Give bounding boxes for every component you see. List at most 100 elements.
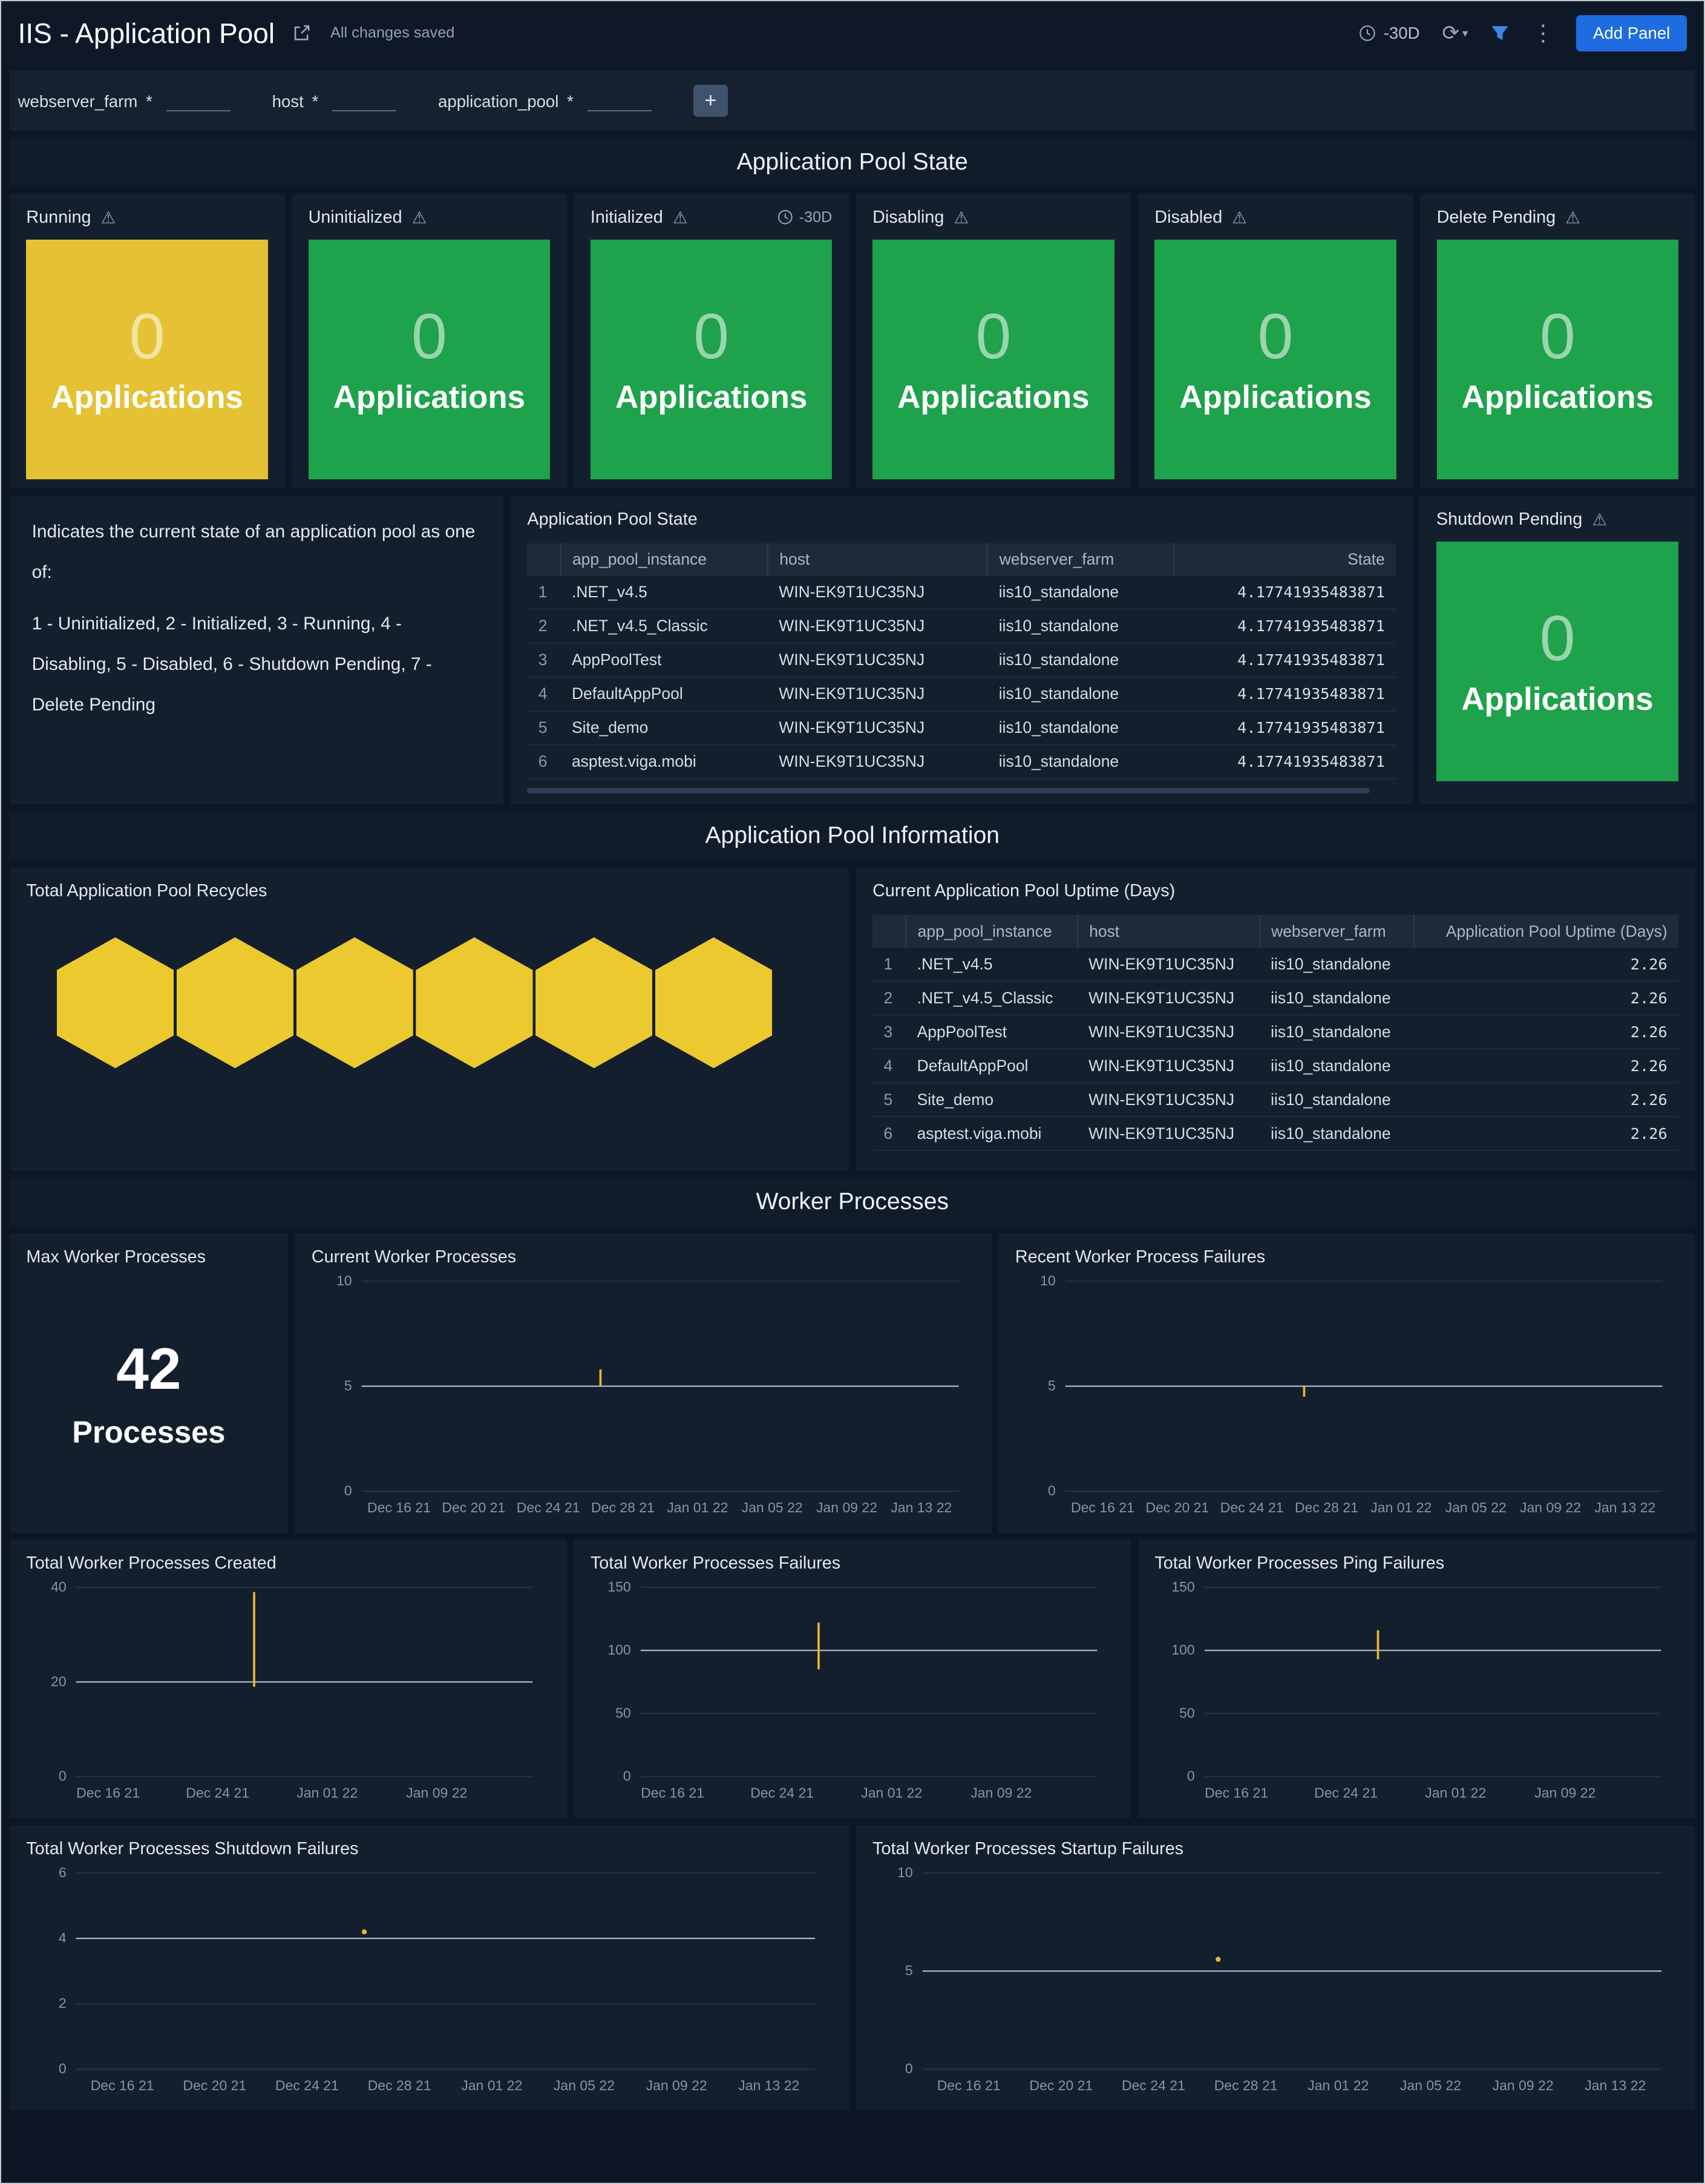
table-cell: iis10_standalone <box>987 744 1174 779</box>
table-cell: 4.17741935483871 <box>1174 744 1396 779</box>
panel-max-worker-processes: Max Worker Processes 42 Processes <box>9 1233 288 1533</box>
svg-text:Jan 01 22: Jan 01 22 <box>462 2077 523 2093</box>
panel-title: Initialized <box>590 207 663 227</box>
svg-text:Jan 09 22: Jan 09 22 <box>1493 2077 1554 2093</box>
table-row: 2 .NET_v4.5_Classic WIN-EK9T1UC35NJ iis10_s… <box>872 981 1679 1016</box>
svg-text:Dec 16 21: Dec 16 21 <box>937 2077 1001 2093</box>
svg-text:Dec 20 21: Dec 20 21 <box>183 2077 247 2093</box>
time-range-label: -30D <box>1383 23 1420 42</box>
panel-time-label: -30D <box>799 208 833 226</box>
panel-title: Delete Pending <box>1436 207 1556 227</box>
table-row: 1 .NET_v4.5 WIN-EK9T1UC35NJ iis10_standalon… <box>872 948 1679 982</box>
webserver-farm-input[interactable] <box>166 90 231 111</box>
table-cell: WIN-EK9T1UC35NJ <box>767 609 988 644</box>
header-bar: IIS - Application Pool All changes saved… <box>1 1 1704 65</box>
max-worker-unit: Processes <box>72 1414 226 1449</box>
total-worker-processes-startup-failures-chart: 0 5 10 Dec 16 21 Dec 20 21 Dec 24 21 Dec 28 21… <box>872 1859 1678 2097</box>
svg-text:5: 5 <box>905 1963 913 1978</box>
svg-text:Dec 20 21: Dec 20 21 <box>442 1500 505 1515</box>
data-table: app_pool_instance host webserver_farm Appli… <box>872 915 1679 1152</box>
panel-title: Total Worker Processes Failures <box>590 1553 841 1573</box>
page-title: IIS - Application Pool <box>18 17 275 49</box>
svg-text:Jan 09 22: Jan 09 22 <box>816 1500 877 1515</box>
panel-recycles: Total Application Pool Recycles <box>9 867 849 1171</box>
filter-label: webserver_farm <box>18 91 138 111</box>
time-range-control[interactable]: -30D <box>1358 23 1420 43</box>
recent-worker-process-failures-chart: 0 5 10 Dec 16 21 Dec 20 21 Dec 24 21 Dec 28 21… <box>1015 1267 1678 1519</box>
horizontal-scrollbar[interactable] <box>527 787 1370 793</box>
current-worker-processes-chart: 0 5 10 Dec 16 21 Dec 20 21 Dec 24 21 Dec 28 21… <box>312 1267 975 1519</box>
panel-delete-pending: Delete Pending ⚠ 0 Applications <box>1419 193 1695 489</box>
panel-title: Current Application Pool Uptime (Days) <box>872 881 1176 901</box>
svg-text:Jan 09 22: Jan 09 22 <box>1535 1785 1596 1801</box>
filter-label: application_pool <box>438 91 559 111</box>
svg-text:Jan 09 22: Jan 09 22 <box>407 1785 468 1801</box>
worker-row-1: Max Worker Processes 42 Processes Curren… <box>9 1233 1695 1533</box>
svg-text:Jan 05 22: Jan 05 22 <box>1445 1500 1506 1515</box>
table-cell: iis10_standalone <box>1259 981 1414 1016</box>
share-icon[interactable] <box>292 24 311 43</box>
max-worker-value-box: 42 Processes <box>26 1267 271 1519</box>
state-detail-row: Indicates the current state of an applic… <box>9 495 1695 805</box>
panel-title: Disabling <box>872 207 944 227</box>
warning-icon: ⚠ <box>672 208 688 227</box>
table-row: 4 DefaultAppPool WIN-EK9T1UC35NJ iis10_stan… <box>872 1049 1679 1084</box>
table-cell: DefaultAppPool <box>906 1049 1078 1084</box>
table-cell: asptest.viga.mobi <box>560 744 768 779</box>
filter-icon[interactable] <box>1490 25 1510 42</box>
table-cell: iis10_standalone <box>987 710 1174 746</box>
svg-text:Dec 28 21: Dec 28 21 <box>368 2077 431 2093</box>
svg-text:Dec 16 21: Dec 16 21 <box>91 2077 154 2093</box>
svg-text:Jan 13 22: Jan 13 22 <box>739 2077 800 2093</box>
panel-recent-worker-process-failures: Recent Worker Process Failures 0 5 10 Dec 1… <box>998 1233 1695 1533</box>
state-unit: Applications <box>1461 681 1654 718</box>
svg-text:5: 5 <box>344 1378 352 1394</box>
hexagon-cell <box>296 937 413 1069</box>
more-menu-icon[interactable]: ⋮ <box>1531 21 1554 46</box>
add-filter-button[interactable]: + <box>693 84 728 117</box>
panel-total-worker-processes-shutdown-failures: Total Worker Processes Shutdown Failures… <box>9 1825 849 2111</box>
svg-text:Dec 16 21: Dec 16 21 <box>1071 1500 1134 1515</box>
section-title-application-pool-state: Application Pool State <box>9 137 1695 187</box>
row-index: 6 <box>872 1117 906 1152</box>
panel-time-range[interactable]: -30D <box>777 208 833 226</box>
panel-title: Uninitialized <box>308 207 402 227</box>
svg-text:6: 6 <box>59 1864 67 1880</box>
table-cell: WIN-EK9T1UC35NJ <box>1077 1049 1260 1084</box>
state-count-box: 0 Applications <box>26 240 268 479</box>
hexagon-cell <box>176 937 293 1069</box>
total-worker-processes-created-chart: 0 20 40 Dec 16 21 Dec 24 21 Jan 01 22 Jan 09 2… <box>26 1573 550 1804</box>
row-index: 1 <box>527 576 561 610</box>
add-panel-button[interactable]: Add Panel <box>1576 15 1687 51</box>
max-worker-count: 42 <box>116 1337 182 1402</box>
host-input[interactable] <box>332 90 397 111</box>
svg-text:10: 10 <box>897 1864 913 1880</box>
table-row: 3 AppPoolTest WIN-EK9T1UC35NJ iis10_standal… <box>527 643 1396 678</box>
warning-icon: ⚠ <box>1565 208 1580 227</box>
table-cell: iis10_standalone <box>987 643 1174 678</box>
table-cell: WIN-EK9T1UC35NJ <box>767 677 988 712</box>
panel-total-worker-processes-created: Total Worker Processes Created 0 20 40 Dec … <box>9 1540 567 1818</box>
filter-label: host <box>272 91 304 111</box>
svg-text:Jan 09 22: Jan 09 22 <box>1520 1500 1581 1515</box>
svg-text:Jan 05 22: Jan 05 22 <box>554 2077 615 2093</box>
svg-text:Dec 28 21: Dec 28 21 <box>591 1500 655 1515</box>
state-count: 0 <box>129 301 165 373</box>
state-count: 0 <box>975 301 1012 373</box>
table-cell: WIN-EK9T1UC35NJ <box>1077 1015 1260 1050</box>
svg-text:Jan 13 22: Jan 13 22 <box>1594 1500 1655 1515</box>
row-index: 2 <box>872 981 906 1016</box>
column-header: host <box>767 543 988 576</box>
chevron-down-icon: ▾ <box>1462 26 1468 39</box>
svg-text:100: 100 <box>607 1642 630 1658</box>
warning-icon: ⚠ <box>1232 208 1248 227</box>
svg-text:Dec 24 21: Dec 24 21 <box>1220 1500 1284 1515</box>
svg-text:Jan 01 22: Jan 01 22 <box>1370 1500 1432 1515</box>
application-pool-input[interactable] <box>587 90 652 111</box>
table-cell: 4.17741935483871 <box>1174 710 1396 746</box>
row-index: 1 <box>872 948 906 982</box>
refresh-button[interactable]: ⟳ ▾ <box>1442 21 1468 45</box>
save-status: All changes saved <box>330 24 455 42</box>
svg-text:10: 10 <box>1040 1273 1056 1288</box>
table-cell: Site_demo <box>560 710 768 746</box>
